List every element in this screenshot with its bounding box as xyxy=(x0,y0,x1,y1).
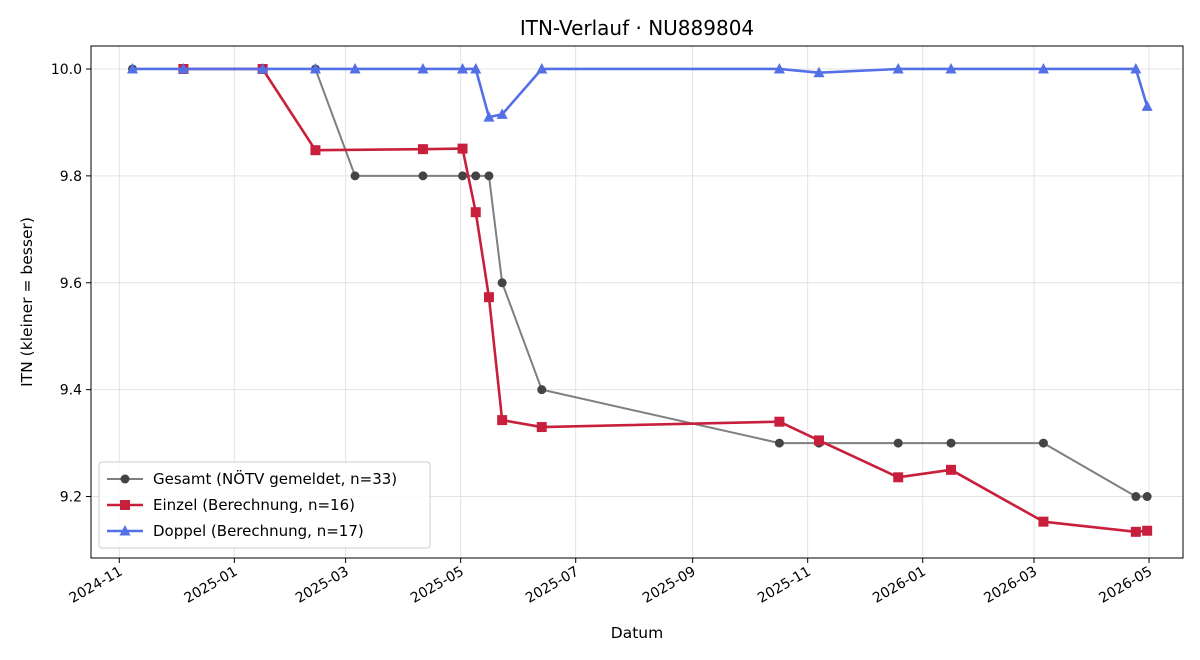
y-tick-label: 9.6 xyxy=(60,276,82,292)
legend-frame xyxy=(98,461,431,549)
data-point-gesamt xyxy=(946,438,956,448)
x-tick-label: 2025-09 xyxy=(640,564,699,607)
y-tick-label: 10.0 xyxy=(51,62,82,78)
data-point-doppel xyxy=(309,62,321,74)
data-point-gesamt xyxy=(774,438,784,448)
data-point-doppel xyxy=(945,62,957,74)
data-point-einzel xyxy=(497,415,508,426)
data-point-einzel xyxy=(310,145,321,156)
data-point-doppel xyxy=(892,62,904,74)
data-point-einzel xyxy=(814,435,824,446)
x-tick-label: 2025-01 xyxy=(182,564,241,607)
data-point-einzel xyxy=(470,207,481,218)
series-line-doppel xyxy=(132,67,1149,119)
data-point-einzel xyxy=(1038,516,1049,527)
x-tick-label: 2026-05 xyxy=(1096,564,1155,607)
x-tick-label: 2025-05 xyxy=(408,564,467,607)
legend-label: Einzel (Berechnung, n=16) xyxy=(153,496,355,514)
data-point-gesamt xyxy=(350,171,360,181)
x-tick-label: 2026-01 xyxy=(870,564,929,607)
data-point-doppel xyxy=(257,62,269,74)
series-doppel xyxy=(126,62,1153,122)
data-point-einzel xyxy=(774,416,785,427)
legend-item-gesamt: Gesamt (NÖTV gemeldet, n=33) xyxy=(107,469,397,488)
data-point-doppel xyxy=(483,111,495,122)
data-point-doppel xyxy=(1130,62,1142,74)
series-line-einzel xyxy=(183,67,1148,534)
data-point-gesamt xyxy=(1038,438,1048,448)
legend: Gesamt (NÖTV gemeldet, n=33) Einzel (Bere… xyxy=(98,461,431,549)
data-point-gesamt xyxy=(1131,492,1141,502)
data-point-einzel xyxy=(1142,525,1153,536)
data-point-gesamt xyxy=(484,171,494,181)
data-point-gesamt xyxy=(1142,492,1152,502)
data-point-gesamt xyxy=(418,171,428,181)
legend-marker xyxy=(119,525,131,536)
plot-frame xyxy=(90,45,1184,559)
x-tick-label: 2025-11 xyxy=(755,564,814,607)
legend-item-doppel: Doppel (Berechnung, n=17) xyxy=(107,522,364,540)
data-point-doppel xyxy=(457,62,469,74)
data-point-doppel xyxy=(536,62,548,74)
data-point-doppel xyxy=(177,62,189,74)
y-axis-title: ITN (kleiner = besser) xyxy=(18,217,36,387)
data-point-einzel xyxy=(536,422,547,433)
data-point-doppel xyxy=(349,62,361,74)
x-tick-label: 2025-03 xyxy=(293,564,352,607)
data-point-doppel xyxy=(773,62,785,74)
data-point-doppel xyxy=(470,62,482,74)
legend-item-einzel: Einzel (Berechnung, n=16) xyxy=(107,496,355,514)
y-tick-label: 9.8 xyxy=(60,169,82,185)
data-point-einzel xyxy=(417,144,428,155)
data-point-doppel xyxy=(496,108,508,119)
x-tick-label: 2026-03 xyxy=(981,564,1040,607)
data-point-doppel xyxy=(1037,62,1049,74)
data-point-einzel xyxy=(457,143,468,154)
data-point-gesamt xyxy=(497,278,507,288)
x-axis-title: Datum xyxy=(611,624,663,642)
y-tick-label: 9.2 xyxy=(60,490,82,506)
data-point-doppel xyxy=(417,62,429,74)
x-axis: 2024-11 2025-01 2025-03 2025-05 2025-07 2025-… xyxy=(67,558,1155,607)
x-tick-label: 2025-07 xyxy=(523,564,582,607)
y-tick-label: 9.4 xyxy=(60,383,82,399)
y-axis: 9.2 9.4 9.6 9.8 10.0 xyxy=(51,62,91,506)
data-point-einzel xyxy=(1130,526,1141,537)
data-point-gesamt xyxy=(537,385,547,395)
chart-title: ITN-Verlauf · NU889804 xyxy=(520,16,754,40)
legend-label: Gesamt (NÖTV gemeldet, n=33) xyxy=(153,469,397,488)
data-point-doppel xyxy=(126,62,138,74)
x-tick-label: 2024-11 xyxy=(67,564,126,607)
data-point-doppel xyxy=(813,66,825,78)
data-point-einzel xyxy=(893,472,904,483)
legend-marker xyxy=(120,500,130,510)
legend-label: Doppel (Berechnung, n=17) xyxy=(153,522,364,540)
data-point-einzel xyxy=(483,292,494,303)
data-point-gesamt xyxy=(471,171,481,181)
data-point-doppel xyxy=(1141,100,1153,111)
data-point-gesamt xyxy=(893,438,903,448)
legend-marker xyxy=(120,474,130,484)
series-layer xyxy=(126,62,1153,537)
data-point-einzel xyxy=(946,464,957,475)
data-point-gesamt xyxy=(458,171,468,181)
